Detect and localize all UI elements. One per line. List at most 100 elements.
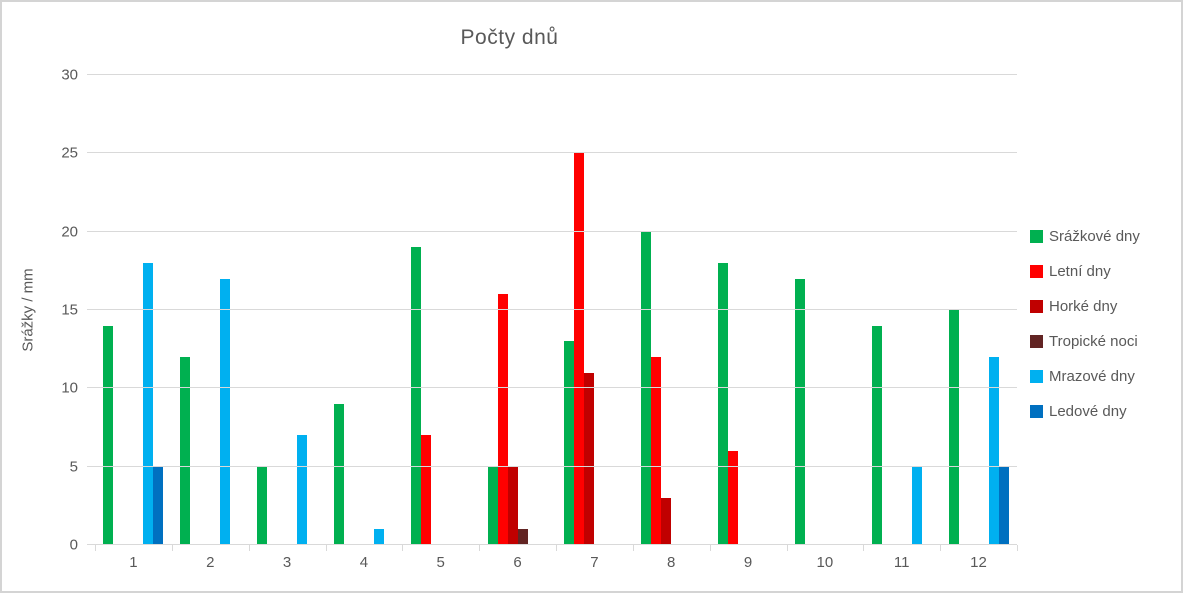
category-9	[710, 75, 787, 545]
bar-Mrazové dny-4	[373, 529, 384, 545]
legend-swatch-icon	[1030, 229, 1043, 243]
x-tick-mark-9	[786, 545, 788, 551]
category-7	[556, 75, 633, 545]
y-axis-tick-labels: 0 5 10 15 20 25 30	[2, 67, 78, 554]
x-label-8: 8	[667, 554, 676, 571]
bar-Ledové dny-1	[153, 466, 164, 545]
y-tick-label-25: 25	[61, 144, 78, 162]
bar-Srážkové dny-5	[410, 247, 421, 545]
bar-Letní dny-6	[497, 294, 508, 545]
legend-label: Ledové dny	[1049, 402, 1127, 420]
x-tick-mark-10	[863, 545, 865, 551]
bars-container	[95, 75, 1017, 545]
x-tick-mark-12	[1017, 545, 1018, 551]
y-tick-mark-10	[87, 387, 95, 389]
category-2	[172, 75, 249, 545]
category-12	[940, 75, 1017, 545]
category-6	[479, 75, 556, 545]
y-tick-label-10: 10	[61, 379, 78, 397]
x-tick-mark-1	[171, 545, 173, 551]
x-label-10: 10	[816, 554, 834, 571]
gridline-30	[95, 74, 1017, 75]
y-tick-mark-5	[87, 465, 95, 467]
y-tick-mark-30	[87, 74, 95, 75]
x-label-11: 11	[893, 554, 910, 571]
x-tick-mark-2	[248, 545, 250, 551]
legend-label: Mrazové dny	[1049, 367, 1135, 385]
legend-swatch-icon	[1030, 369, 1043, 383]
legend-label: Tropické noci	[1049, 332, 1138, 350]
bar-Tropické noci-6	[517, 529, 528, 545]
gridline-0	[95, 544, 1017, 545]
x-label-3: 3	[282, 554, 292, 571]
category-8	[633, 75, 710, 545]
bar-Mrazové dny-11	[911, 466, 922, 545]
x-label-2: 2	[206, 554, 215, 571]
legend-label: Srážkové dny	[1049, 227, 1140, 245]
category-4	[325, 75, 402, 545]
legend-item-Horké dny: Horké dny	[1030, 296, 1140, 316]
bar-Srážkové dny-3	[257, 466, 268, 545]
legend-swatch-icon	[1030, 264, 1043, 278]
gridline-20	[95, 230, 1017, 232]
bar-Letní dny-5	[420, 435, 431, 545]
x-tick-mark-0	[95, 545, 96, 551]
legend-item-Letní dny: Letní dny	[1030, 261, 1140, 281]
gridline-5	[95, 465, 1017, 467]
x-axis-tick-marks	[95, 545, 1018, 551]
gridline-10	[95, 387, 1017, 389]
bar-Srážkové dny-1	[103, 325, 114, 545]
y-tick-label-15: 15	[61, 301, 78, 319]
category-10	[786, 75, 863, 545]
y-tick-mark-20	[87, 230, 95, 232]
plot-area	[87, 74, 1017, 545]
bar-Mrazové dny-12	[988, 357, 999, 545]
y-tick-label-5: 5	[69, 458, 78, 476]
x-label-7: 7	[590, 554, 599, 571]
gridline-15	[95, 309, 1017, 310]
bar-Srážkové dny-11	[871, 325, 882, 545]
x-label-5: 5	[436, 554, 445, 571]
legend-item-Srážkové dny: Srážkové dny	[1030, 226, 1140, 246]
x-tick-mark-6	[556, 545, 557, 551]
category-1	[95, 75, 172, 545]
bar-Horké dny-6	[507, 466, 518, 545]
bar-Srážkové dny-10	[794, 278, 805, 545]
bar-Mrazové dny-3	[297, 435, 308, 545]
legend-item-Ledové dny: Ledové dny	[1030, 401, 1140, 421]
x-tick-mark-11	[940, 545, 942, 551]
bar-Srážkové dny-6	[487, 466, 498, 545]
bar-Horké dny-7	[584, 372, 595, 545]
x-label-9: 9	[743, 554, 753, 571]
bar-Srážkové dny-9	[718, 263, 729, 545]
x-label-1: 1	[129, 554, 138, 571]
legend-label: Letní dny	[1049, 262, 1111, 280]
legend-swatch-icon	[1030, 404, 1043, 418]
bar-Letní dny-8	[651, 357, 662, 545]
gridline-25	[95, 152, 1017, 154]
x-tick-mark-8	[709, 545, 711, 551]
x-tick-mark-3	[325, 545, 327, 551]
y-tick-mark-0	[87, 544, 95, 545]
x-tick-mark-7	[632, 545, 634, 551]
bar-Srážkové dny-2	[180, 357, 191, 545]
bar-Letní dny-9	[728, 451, 739, 545]
y-tick-label-30: 30	[61, 66, 78, 84]
y-tick-mark-25	[87, 152, 95, 154]
category-3	[249, 75, 326, 545]
category-5	[402, 75, 479, 545]
y-tick-label-0: 0	[69, 536, 78, 554]
x-tick-mark-4	[402, 545, 404, 551]
legend-item-Tropické noci: Tropické noci	[1030, 331, 1140, 351]
bar-Ledové dny-12	[998, 466, 1009, 545]
x-label-12: 12	[970, 554, 987, 571]
legend-label: Horké dny	[1049, 297, 1118, 315]
chart-title: Počty dnů	[460, 26, 559, 49]
bar-Mrazové dny-1	[143, 263, 154, 545]
bar-Horké dny-8	[661, 498, 672, 545]
bar-Mrazové dny-2	[220, 278, 231, 545]
legend: Srážkové dny Letní dny Horké dny Tropické n…	[1030, 226, 1140, 421]
x-label-4: 4	[359, 554, 369, 571]
bar-Srážkové dny-4	[333, 404, 344, 545]
